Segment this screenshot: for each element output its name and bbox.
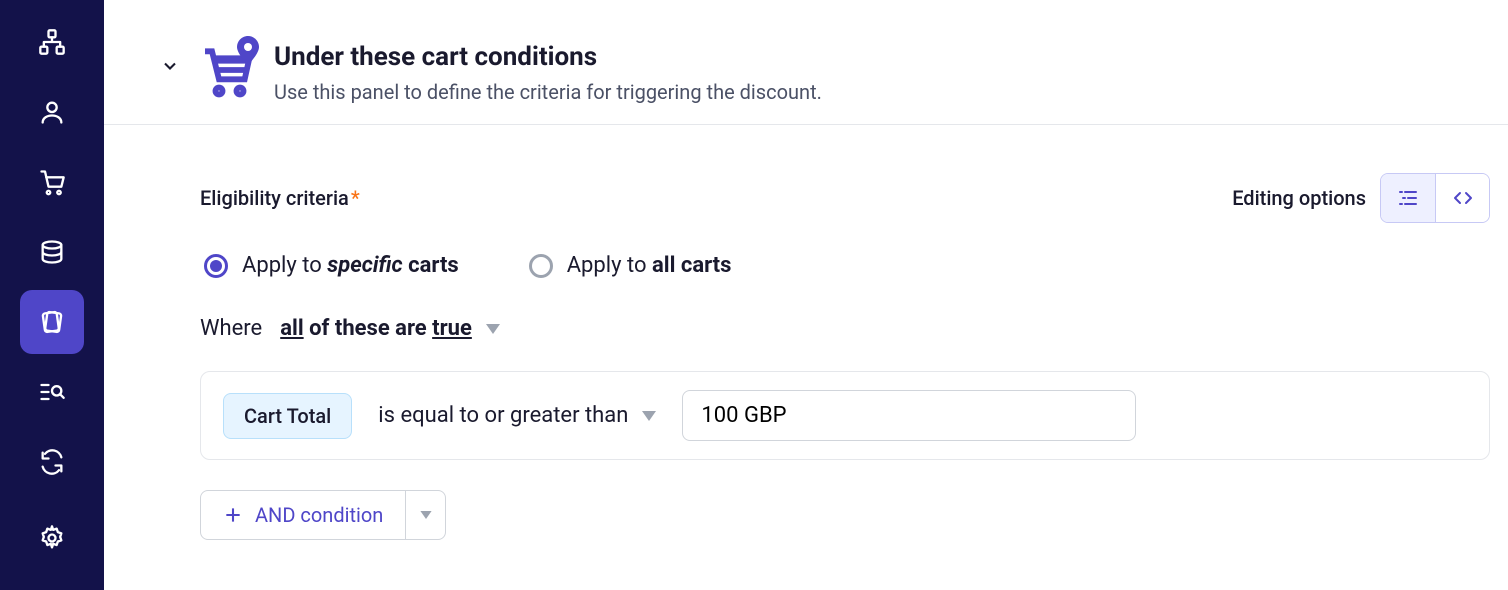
- panel-subtitle: Use this panel to define the criteria fo…: [274, 80, 822, 104]
- radio-indicator: [529, 254, 553, 278]
- nav-sitemap[interactable]: [20, 10, 84, 74]
- nav-user[interactable]: [20, 80, 84, 144]
- pin-icon: [236, 36, 260, 66]
- panel-header: Under these cart conditions Use this pan…: [104, 0, 1508, 125]
- condition-value-input[interactable]: [682, 390, 1136, 441]
- nav-search-list[interactable]: [20, 360, 84, 424]
- nav-coins[interactable]: [20, 220, 84, 284]
- radio-all-label: Apply to all carts: [567, 253, 732, 278]
- nav-settings[interactable]: [20, 506, 84, 570]
- main-content: Under these cart conditions Use this pan…: [104, 0, 1508, 590]
- nav-sync[interactable]: [20, 430, 84, 494]
- caret-down-icon: [642, 411, 656, 421]
- sidebar: [0, 0, 104, 590]
- add-condition-dropdown[interactable]: [405, 491, 445, 539]
- radio-all-carts[interactable]: Apply to all carts: [529, 253, 732, 278]
- plus-icon: [223, 505, 243, 525]
- visual-editor-toggle[interactable]: [1381, 174, 1435, 222]
- add-and-condition: AND condition: [200, 490, 446, 540]
- radio-specific-label: Apply to specific carts: [242, 253, 459, 278]
- condition-operator-dropdown[interactable]: is equal to or greater than: [378, 403, 656, 428]
- radio-indicator: [204, 254, 228, 278]
- caret-down-icon: [420, 511, 432, 519]
- required-asterisk: *: [351, 186, 360, 210]
- where-label: Where: [200, 316, 262, 341]
- radio-specific-carts[interactable]: Apply to specific carts: [204, 253, 459, 278]
- panel-title: Under these cart conditions: [274, 42, 822, 72]
- header-text: Under these cart conditions Use this pan…: [274, 42, 822, 104]
- eligibility-label: Eligibility criteria*: [200, 186, 360, 210]
- editing-options-label: Editing options: [1232, 186, 1366, 210]
- editing-options: Editing options: [1232, 173, 1490, 223]
- collapse-toggle[interactable]: [160, 56, 180, 80]
- apply-scope-radios: Apply to specific carts Apply to all car…: [200, 253, 1490, 278]
- panel-body: Eligibility criteria* Editing options Ap…: [104, 125, 1508, 570]
- condition-field-chip[interactable]: Cart Total: [223, 393, 352, 439]
- caret-down-icon: [486, 324, 500, 334]
- cart-conditions-icon: [198, 42, 256, 100]
- where-clause: Where all of these are true: [200, 316, 1490, 341]
- add-and-condition-button[interactable]: AND condition: [201, 491, 405, 539]
- where-combiner-dropdown[interactable]: all of these are true: [280, 316, 500, 341]
- nav-promotions[interactable]: [20, 290, 84, 354]
- code-editor-toggle[interactable]: [1435, 174, 1489, 222]
- nav-cart[interactable]: [20, 150, 84, 214]
- condition-row: Cart Total is equal to or greater than: [200, 371, 1490, 460]
- editing-mode-toggle: [1380, 173, 1490, 223]
